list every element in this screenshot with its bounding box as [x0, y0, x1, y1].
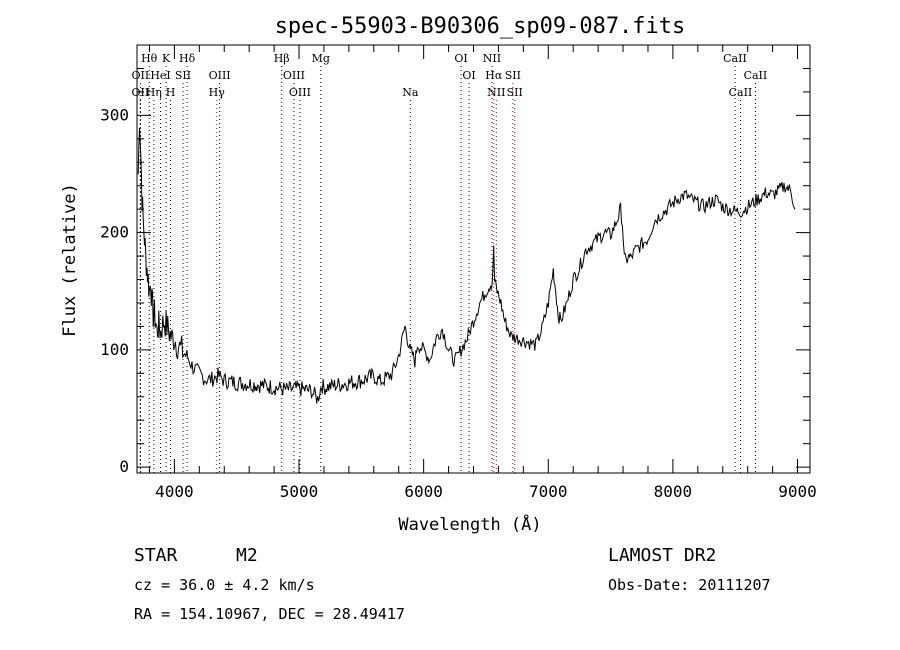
line-marker-label: NII [487, 86, 505, 99]
redshift-text: cz = 36.0 ± 4.2 km/s [134, 576, 315, 594]
survey-name: LAMOST DR2 [608, 545, 716, 566]
x-axis-ticks: 4000 5000 6000 7000 8000 9000 [148, 45, 817, 501]
x-tick-label: 4000 [155, 482, 194, 501]
line-marker-label: Hα [485, 69, 503, 82]
x-tick-label: 9000 [778, 482, 817, 501]
line-marker-label: OI [454, 52, 467, 65]
x-tick-label: 8000 [654, 482, 693, 501]
line-marker-label: OII [132, 69, 150, 82]
line-marker-label: Na [402, 86, 419, 99]
y-tick-label: 100 [100, 340, 129, 359]
spectrum-line [137, 127, 796, 404]
x-tick-label: 6000 [404, 482, 443, 501]
obs-date-text: Obs-Date: 20111207 [608, 576, 771, 594]
line-marker-label: H [166, 86, 176, 99]
y-tick-label: 300 [100, 105, 129, 124]
line-marker-label: HeI [150, 69, 170, 82]
plot-frame [136, 44, 811, 474]
line-marker-label: OIII [289, 86, 311, 99]
y-axis-ticks: 0 100 200 300 [100, 67, 810, 476]
line-marker-label: CaII [729, 86, 753, 99]
line-marker-label: Hδ [179, 52, 196, 65]
x-axis-label: Wavelength (Å) [398, 513, 541, 535]
object-class: STAR [134, 545, 178, 566]
chart-title: spec-55903-B90306_sp09-087.fits [275, 14, 686, 39]
line-marker-label: Hη [146, 86, 162, 99]
line-marker-label: CaII [744, 69, 768, 82]
line-marker-label: Hθ [141, 52, 158, 65]
x-tick-label: 7000 [529, 482, 568, 501]
y-tick-label: 200 [100, 223, 129, 242]
line-marker-label: SII [507, 86, 523, 99]
line-marker-label: CaII [723, 52, 747, 65]
line-marker-label: NII [483, 52, 501, 65]
line-marker-label: Mg [312, 52, 330, 65]
line-marker-label: OII [132, 86, 150, 99]
line-marker-label: OI [462, 69, 475, 82]
line-marker-label: Hγ [209, 86, 226, 99]
y-axis-label: Flux (relative) [60, 183, 80, 337]
x-tick-label: 5000 [280, 482, 319, 501]
y-tick-label: 0 [119, 457, 129, 476]
object-subclass: M2 [236, 545, 258, 566]
line-marker-label: OIII [283, 69, 305, 82]
line-marker-label: SII [505, 69, 521, 82]
line-marker-label: K [162, 52, 171, 65]
line-marker-label: Hβ [274, 52, 290, 65]
line-marker-label: SII [175, 69, 191, 82]
line-marker-label: OIII [209, 69, 231, 82]
coords-text: RA = 154.10967, DEC = 28.49417 [134, 605, 405, 623]
